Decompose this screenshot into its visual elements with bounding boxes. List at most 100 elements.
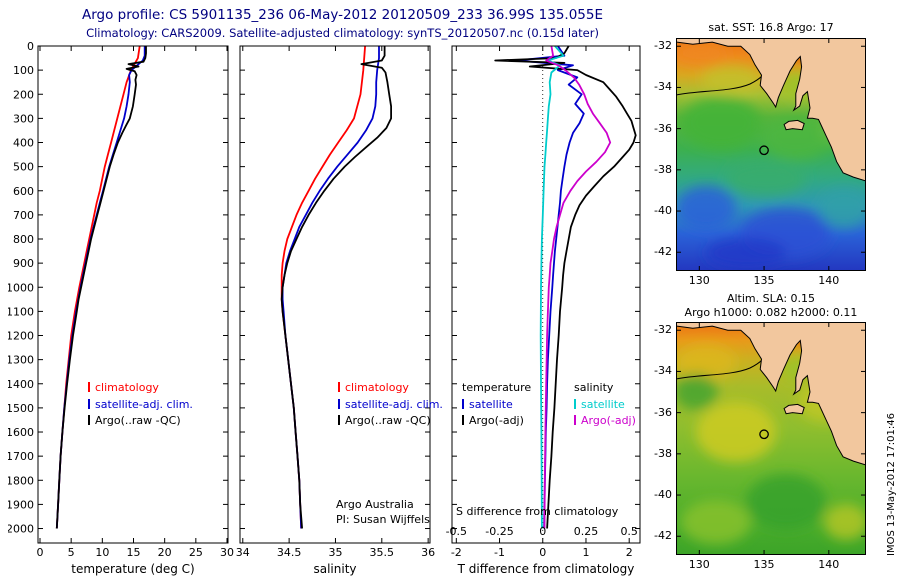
y-tick-label: 200	[13, 88, 34, 101]
legend-label: Argo(-adj)	[581, 414, 636, 427]
legend-label: satellite	[581, 397, 625, 411]
title-line1: Argo profile: CS 5901135_236 06-May-2012…	[82, 7, 603, 23]
legend-header-salinity: salinity	[574, 380, 636, 397]
secondary-tick-label: 0.25	[574, 525, 599, 538]
x-tick-label: -2	[451, 546, 462, 559]
salinity-profile-chart: 34 34.5 35 35.5 36 salinity	[236, 45, 435, 576]
legend-line-sample	[462, 398, 464, 409]
secondary-tick-label: 0	[539, 525, 546, 538]
secondary-tick-label: -0.5	[446, 525, 467, 538]
x-tick-label: 10	[95, 546, 109, 559]
y-tick-label: 300	[13, 112, 34, 125]
legend-item-argo: Argo(..raw -QC)	[88, 413, 193, 430]
legend-label: satellite-adj. clim.	[345, 397, 443, 411]
secondary-axis-label: S difference from climatology	[456, 505, 619, 518]
legend-item-s-satellite: satellite	[574, 397, 636, 414]
difference-profile-chart: -2 -1 0 1 2 T difference from climatology S di…	[446, 45, 641, 576]
map-x-tick-label: 130	[688, 558, 710, 571]
series-line	[55, 45, 141, 529]
x-axis-label: temperature (deg C)	[71, 562, 194, 576]
x-tick-label: 0	[36, 546, 43, 559]
legend-item-t-argo: Argo(-adj)	[462, 413, 531, 430]
legend-label: satellite	[469, 397, 513, 411]
y-tick-label: 100	[13, 64, 34, 77]
x-tick-label: 35.5	[370, 546, 395, 559]
difference-legend-salinity-column: salinity satellite Argo(-adj)	[574, 380, 636, 430]
y-tick-label: 800	[13, 233, 34, 246]
secondary-tick-label: 0.5	[620, 525, 638, 538]
map-x-tick-label: 140	[818, 274, 840, 287]
legend-line-sample	[574, 415, 576, 425]
imos-watermark: IMOS 13-May-2012 17:01:46	[886, 413, 897, 556]
x-tick-label: 30	[220, 546, 234, 559]
series-line	[280, 46, 393, 529]
sla-map-canvas	[676, 322, 866, 555]
map-y-tick-label: -36	[654, 121, 672, 135]
legend-label: Argo(-adj)	[469, 414, 524, 427]
map-y-tick-label: -40	[654, 488, 672, 502]
y-tick-label: 400	[13, 137, 34, 150]
plot-box	[239, 45, 431, 544]
sla-map-title-line1: Altim. SLA: 0.15	[726, 292, 816, 305]
legend-line-sample	[88, 415, 90, 425]
legend-item-satellite-adj: satellite-adj. clim.	[338, 397, 443, 414]
sla-map-title-line2: Argo h1000: 0.082 h2000: 0.11	[684, 306, 858, 319]
legend-header-label: temperature	[462, 381, 532, 394]
map-x-tick-label: 130	[688, 274, 710, 287]
legend-label: climatology	[345, 381, 409, 394]
map-frame	[676, 322, 866, 555]
y-tick-label: 700	[13, 209, 34, 222]
y-tick-label: 1400	[8, 378, 34, 391]
legend-item-climatology: climatology	[88, 380, 193, 397]
legend-label: satellite-adj. clim.	[95, 397, 193, 411]
y-tick-label: 1200	[8, 330, 34, 343]
argo-australia-annotation: Argo Australia PI: Susan Wijffels	[336, 497, 430, 527]
x-tick-label: 34.5	[277, 546, 302, 559]
y-tick-label: 1000	[8, 281, 34, 294]
x-axis-label: T difference from climatology	[457, 562, 635, 576]
series-line	[280, 45, 366, 529]
x-tick-label: 34	[236, 546, 250, 559]
argo-australia-line2: PI: Susan Wijffels	[336, 513, 430, 526]
temperature-legend: climatology satellite-adj. clim. Argo(..…	[88, 380, 193, 430]
y-tick-label: 1300	[8, 354, 34, 367]
sst-map: sat. SST: 16.8 Argo: 17 130 135 140 -32 -3	[654, 21, 866, 287]
map-x-tick-label: 135	[753, 274, 775, 287]
map-frame	[676, 38, 866, 271]
y-tick-label: 600	[13, 185, 34, 198]
x-tick-label: 20	[158, 546, 172, 559]
legend-line-sample	[574, 398, 576, 409]
x-tick-label: 15	[126, 546, 140, 559]
y-tick-label: 1900	[8, 498, 34, 511]
sst-map-title: sat. SST: 16.8 Argo: 17	[708, 21, 834, 34]
legend-label: climatology	[95, 381, 159, 394]
sla-map: Altim. SLA: 0.15 Argo h1000: 0.082 h2000…	[654, 292, 866, 571]
plot-box	[451, 45, 641, 544]
y-tick-label: 1600	[8, 426, 34, 439]
map-y-tick-label: -38	[654, 162, 672, 176]
legend-label: Argo(..raw -QC)	[345, 414, 431, 427]
map-y-tick-label: -32	[654, 323, 672, 337]
x-axis-label: salinity	[313, 562, 356, 576]
series-line	[55, 46, 146, 529]
y-tick-label: 1700	[8, 450, 34, 463]
y-tick-label: 1100	[8, 305, 34, 318]
x-tick-label: 35	[328, 546, 342, 559]
plot-box	[37, 45, 229, 544]
x-tick-label: 0	[539, 546, 546, 559]
argo-position-marker	[759, 429, 769, 440]
x-tick-label: 25	[189, 546, 203, 559]
x-tick-label: 1	[582, 546, 589, 559]
argo-australia-line1: Argo Australia	[336, 498, 414, 511]
legend-item-satellite-adj: satellite-adj. clim.	[88, 397, 193, 414]
map-y-tick-label: -34	[654, 80, 672, 94]
series-line	[543, 45, 612, 529]
figure-title-block: Argo profile: CS 5901135_236 06-May-2012…	[10, 7, 675, 40]
legend-header-label: salinity	[574, 381, 614, 394]
map-x-tick-label: 140	[818, 558, 840, 571]
y-tick-label: 1800	[8, 474, 34, 487]
legend-item-s-argo: Argo(-adj)	[574, 413, 636, 430]
legend-line-sample	[338, 398, 340, 409]
map-x-tick-label: 135	[753, 558, 775, 571]
